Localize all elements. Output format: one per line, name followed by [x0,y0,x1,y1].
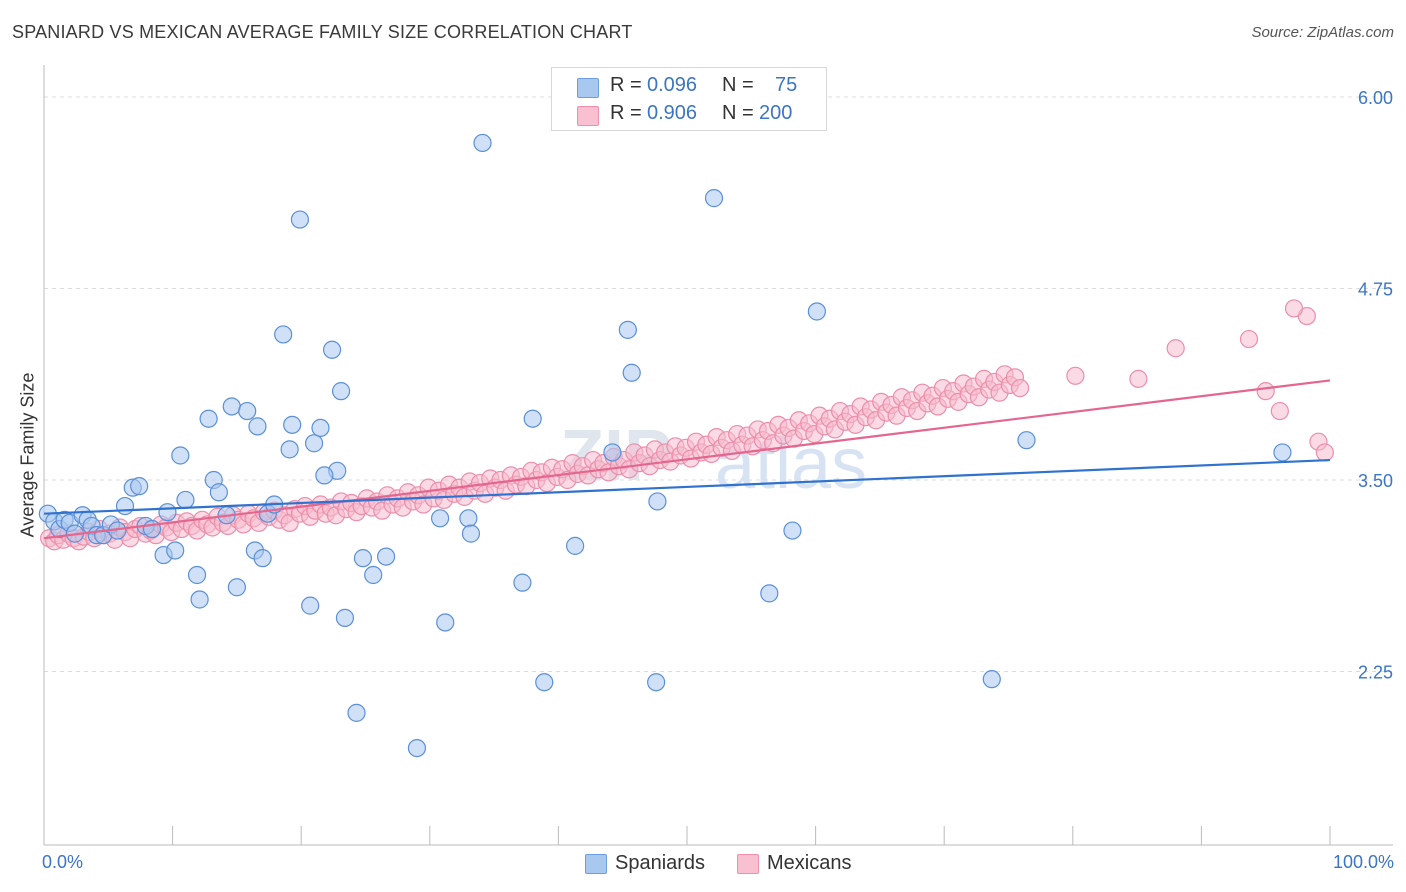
spaniards-point [473,133,492,153]
spaniards-point [311,418,330,438]
n-label: N = [722,102,754,124]
spaniards-point [648,492,667,511]
r-value: 0.096 [647,74,698,96]
spaniards-point [376,547,396,566]
spaniards-point [187,565,207,585]
y-tick-label: 4.75 [1358,280,1393,300]
mexicans-trend-line [43,379,1331,540]
spaniards-point [315,466,334,485]
mexicans-point [1315,443,1334,462]
spaniards-point [430,509,450,528]
spaniards-point [227,578,246,597]
x-tick-max: 100.0% [1332,852,1394,872]
spaniards-swatch [577,78,599,98]
spaniards-point [331,382,351,401]
mexicans-point [1166,339,1185,358]
y-tick-label: 2.25 [1358,663,1393,683]
spaniards-point [622,363,641,382]
spaniards-point [301,596,320,615]
axes [43,65,1393,846]
spaniards-point [647,673,666,692]
spaniards-point [461,524,481,543]
trend-lines [43,379,1331,540]
spaniards-point [290,210,310,229]
spaniards-point [566,536,585,555]
spaniards-point [171,446,190,465]
spaniards-point [407,738,427,758]
y-axis-label: Average Family Size [17,372,38,538]
spaniards-point [158,503,177,522]
spaniards-point [209,483,228,502]
spaniards-point [142,519,162,539]
spaniards-point [1017,431,1036,450]
spaniards-point [166,541,185,560]
spaniards-trend-line [43,458,1331,515]
spaniards-point [176,490,195,510]
legend-row-spaniards: R = 0.096 N = 75 [552,71,826,101]
spaniards-point [190,590,209,609]
spaniards-point [283,415,302,434]
spaniards-point [364,565,383,585]
spaniards-point [459,509,478,528]
spaniards-point [274,325,293,344]
spaniards-point [783,521,802,540]
spaniards-point [248,417,267,436]
spaniards-point [322,340,342,359]
spaniards-point [130,477,149,496]
y-tick-label: 6.00 [1358,88,1393,108]
spaniards-point [253,549,272,568]
r-label: R = [610,102,642,124]
spaniards-point [704,189,724,208]
spaniards-point [807,302,826,321]
spaniards-point [1273,443,1292,462]
r-value: 0.906 [647,102,698,124]
spaniards-point [238,401,257,421]
legend-label-spaniards: Spaniards [615,852,706,874]
y-tick-label: 3.50 [1358,471,1393,491]
spaniards-point [982,670,1001,689]
r-label: R = [610,74,642,96]
legend-item-mexicans[interactable]: Mexicans [737,850,867,880]
spaniards-point [353,549,373,568]
spaniards-point [618,320,637,339]
mexicans-swatch [577,106,599,126]
spaniards-swatch [585,854,607,874]
chart-title: SPANIARD VS MEXICAN AVERAGE FAMILY SIZE … [12,22,633,42]
spaniards-point [304,434,324,453]
mexicans-point [1284,299,1304,318]
spaniards-point [347,703,366,722]
legend-label-mexicans: Mexicans [767,852,852,874]
correlation-legend: R = 0.096 N = 75 R = 0.906 N = 200 [551,67,827,131]
spaniards-point [199,409,218,428]
spaniards-point [222,397,241,416]
spaniards-point [436,613,455,632]
y-tick-labels: 2.25 3.50 4.75 6.00 [1358,88,1393,683]
spaniards-point [115,496,135,516]
legend-item-spaniards[interactable]: Spaniards [585,850,715,880]
legend-row-mexicans: R = 0.906 N = 200 [552,99,826,129]
mexicans-point [1239,329,1259,349]
series-legend: Spaniards Mexicans [0,850,1406,880]
spaniards-point [760,584,779,603]
n-value: 200 [759,102,793,124]
mexicans-point [1010,378,1030,398]
mexicans-point [1256,382,1275,401]
spaniards-point [535,673,554,692]
spaniards-point [335,608,355,627]
spaniards-point [603,443,622,462]
mexicans-point [1066,366,1085,385]
grid-lines [44,96,1393,672]
mexicans-point [1129,369,1148,388]
mexicans-point [1270,401,1289,421]
spaniards-point [523,409,542,428]
spaniards-point [513,573,532,592]
n-value: 75 [775,74,798,96]
source-label: Source: ZipAtlas.com [1251,24,1394,41]
n-label: N = [722,74,754,96]
spaniards-point [280,440,299,459]
x-tick-min: 0.0% [42,852,84,872]
mexicans-swatch [737,854,759,874]
